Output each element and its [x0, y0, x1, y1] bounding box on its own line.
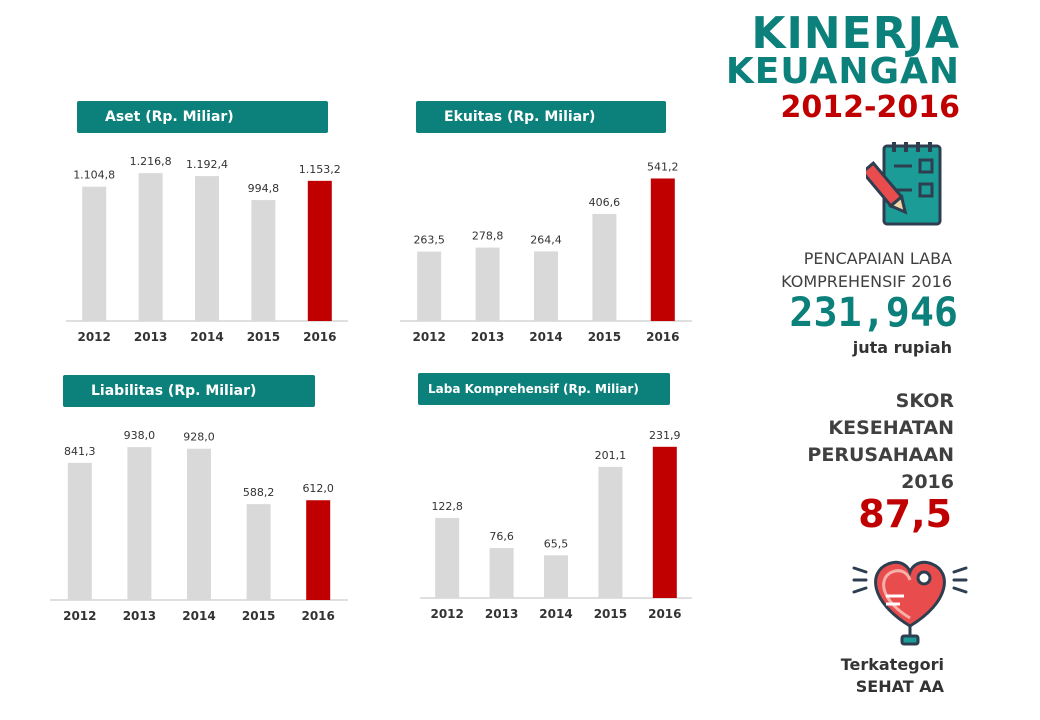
category-label-2015: 2015 — [247, 330, 280, 344]
title-years: 2012-2016 — [780, 90, 960, 125]
category-label-2013: 2013 — [471, 330, 504, 344]
data-label-2015: 406,6 — [589, 196, 621, 209]
bar-2012 — [67, 462, 92, 600]
title-line-1: KINERJA — [751, 8, 960, 59]
bar-2015 — [592, 213, 617, 321]
data-label-2014: 928,0 — [183, 431, 215, 444]
category-label-2012: 2012 — [63, 609, 96, 623]
health-label-line-4: 2016 — [901, 470, 954, 493]
data-label-2015: 994,8 — [248, 182, 280, 195]
data-label-2015: 201,1 — [595, 449, 627, 462]
chart-panel-laba: Laba Komprehensif (Rp. Miliar) 122,8 2012… — [416, 373, 696, 628]
bar-2015 — [251, 200, 276, 321]
data-label-2016: 541,2 — [647, 160, 679, 173]
bar-2013 — [138, 173, 163, 321]
category-label-2013: 2013 — [485, 607, 518, 621]
bar-chart-liabilitas: 841,3 2012 938,0 2013 928,0 2014 588,2 2015 612,… — [50, 429, 348, 623]
data-label-2013: 76,6 — [489, 530, 513, 543]
category-label-2012: 2012 — [430, 607, 463, 621]
chart-title-aset: Aset (Rp. Miliar) — [77, 101, 328, 133]
bar-chart-laba: 122,8 2012 76,6 2013 65,5 2014 201,1 2015 231,9 2… — [420, 429, 692, 621]
profit-unit: juta rupiah — [852, 338, 952, 357]
profit-label-line-1: PENCAPAIAN LABA — [803, 249, 952, 268]
notepad-icon — [866, 142, 942, 226]
bar-2012 — [82, 186, 107, 321]
data-label-2012: 841,3 — [64, 445, 96, 458]
chart-panel-ekuitas: Ekuitas (Rp. Miliar) 263,5 2012 278,8 2013 2… — [396, 101, 696, 351]
category-label-2016: 2016 — [303, 330, 336, 344]
data-label-2012: 122,8 — [431, 500, 463, 513]
category-label-2015: 2015 — [588, 330, 621, 344]
data-label-2014: 264,4 — [530, 233, 562, 246]
health-category: Terkategori SEHAT AA — [841, 654, 944, 699]
bar-2013 — [489, 548, 514, 598]
bar-2013 — [475, 247, 500, 321]
bar-chart-ekuitas: 263,5 2012 278,8 2013 264,4 2014 406,6 2015 541,… — [400, 160, 692, 344]
data-label-2016: 231,9 — [649, 429, 681, 442]
health-score-label: SKOR KESEHATAN PERUSAHAAN 2016 — [807, 388, 954, 496]
health-label-line-3: PERUSAHAAN — [807, 443, 954, 466]
category-label-2014: 2014 — [539, 607, 572, 621]
category-label-2013: 2013 — [134, 330, 167, 344]
chart-title-ekuitas: Ekuitas (Rp. Miliar) — [416, 101, 666, 133]
bar-2014 — [187, 448, 211, 600]
data-label-2016: 1.153,2 — [299, 163, 341, 176]
chart-title-laba: Laba Komprehensif (Rp. Miliar) — [418, 373, 670, 405]
data-label-2015: 588,2 — [243, 486, 275, 499]
data-label-2013: 278,8 — [472, 230, 504, 243]
data-label-2016: 612,0 — [302, 482, 334, 495]
bar-2014 — [195, 176, 219, 321]
category-label-2014: 2014 — [182, 609, 215, 623]
bar-2012 — [417, 251, 442, 321]
health-label-line-2: KESEHATAN — [828, 416, 954, 439]
category-label-2016: 2016 — [648, 607, 681, 621]
bar-2016 — [650, 178, 675, 321]
chart-panel-aset: Aset (Rp. Miliar) 1.104,8 2012 1.216,8 2013… — [62, 101, 352, 351]
bar-2012 — [435, 517, 460, 598]
bar-2013 — [127, 447, 152, 600]
bar-2016 — [652, 446, 677, 598]
category-label-2012: 2012 — [77, 330, 110, 344]
chart-title-liabilitas: Liabilitas (Rp. Miliar) — [63, 375, 315, 407]
profit-label-line-2: KOMPREHENSIF 2016 — [781, 272, 952, 291]
title-line-2: KEUANGAN — [725, 51, 960, 92]
category-label-2014: 2014 — [190, 330, 223, 344]
health-score-value: 87,5 — [858, 492, 952, 536]
category-label-2016: 2016 — [301, 609, 334, 623]
category-label-2013: 2013 — [123, 609, 156, 623]
bar-2016 — [307, 180, 332, 321]
chart-panel-liabilitas: Liabilitas (Rp. Miliar) 841,3 2012 938,0 20… — [46, 375, 352, 630]
category-label-2012: 2012 — [412, 330, 445, 344]
data-label-2012: 263,5 — [413, 234, 445, 247]
heart-icon — [852, 560, 968, 646]
bar-chart-aset: 1.104,8 2012 1.216,8 2013 1.192,4 2014 994,8 20… — [66, 155, 348, 344]
health-label-line-1: SKOR — [895, 390, 954, 412]
bar-2014 — [544, 555, 568, 598]
category-label-2015: 2015 — [594, 607, 627, 621]
health-category-line-2: SEHAT AA — [855, 677, 944, 697]
data-label-2013: 938,0 — [124, 429, 155, 442]
category-label-2016: 2016 — [646, 330, 679, 344]
bar-2014 — [534, 251, 558, 321]
category-label-2015: 2015 — [242, 609, 275, 623]
health-category-line-1: Terkategori — [840, 655, 944, 674]
bar-2015 — [598, 466, 623, 598]
bar-2016 — [306, 500, 331, 600]
profit-value: 231,946 — [789, 290, 958, 336]
data-label-2014: 65,5 — [544, 537, 569, 550]
bar-2015 — [246, 504, 271, 600]
data-label-2014: 1.192,4 — [186, 158, 228, 171]
data-label-2012: 1.104,8 — [73, 169, 115, 182]
category-label-2014: 2014 — [529, 330, 562, 344]
data-label-2013: 1.216,8 — [130, 155, 172, 168]
